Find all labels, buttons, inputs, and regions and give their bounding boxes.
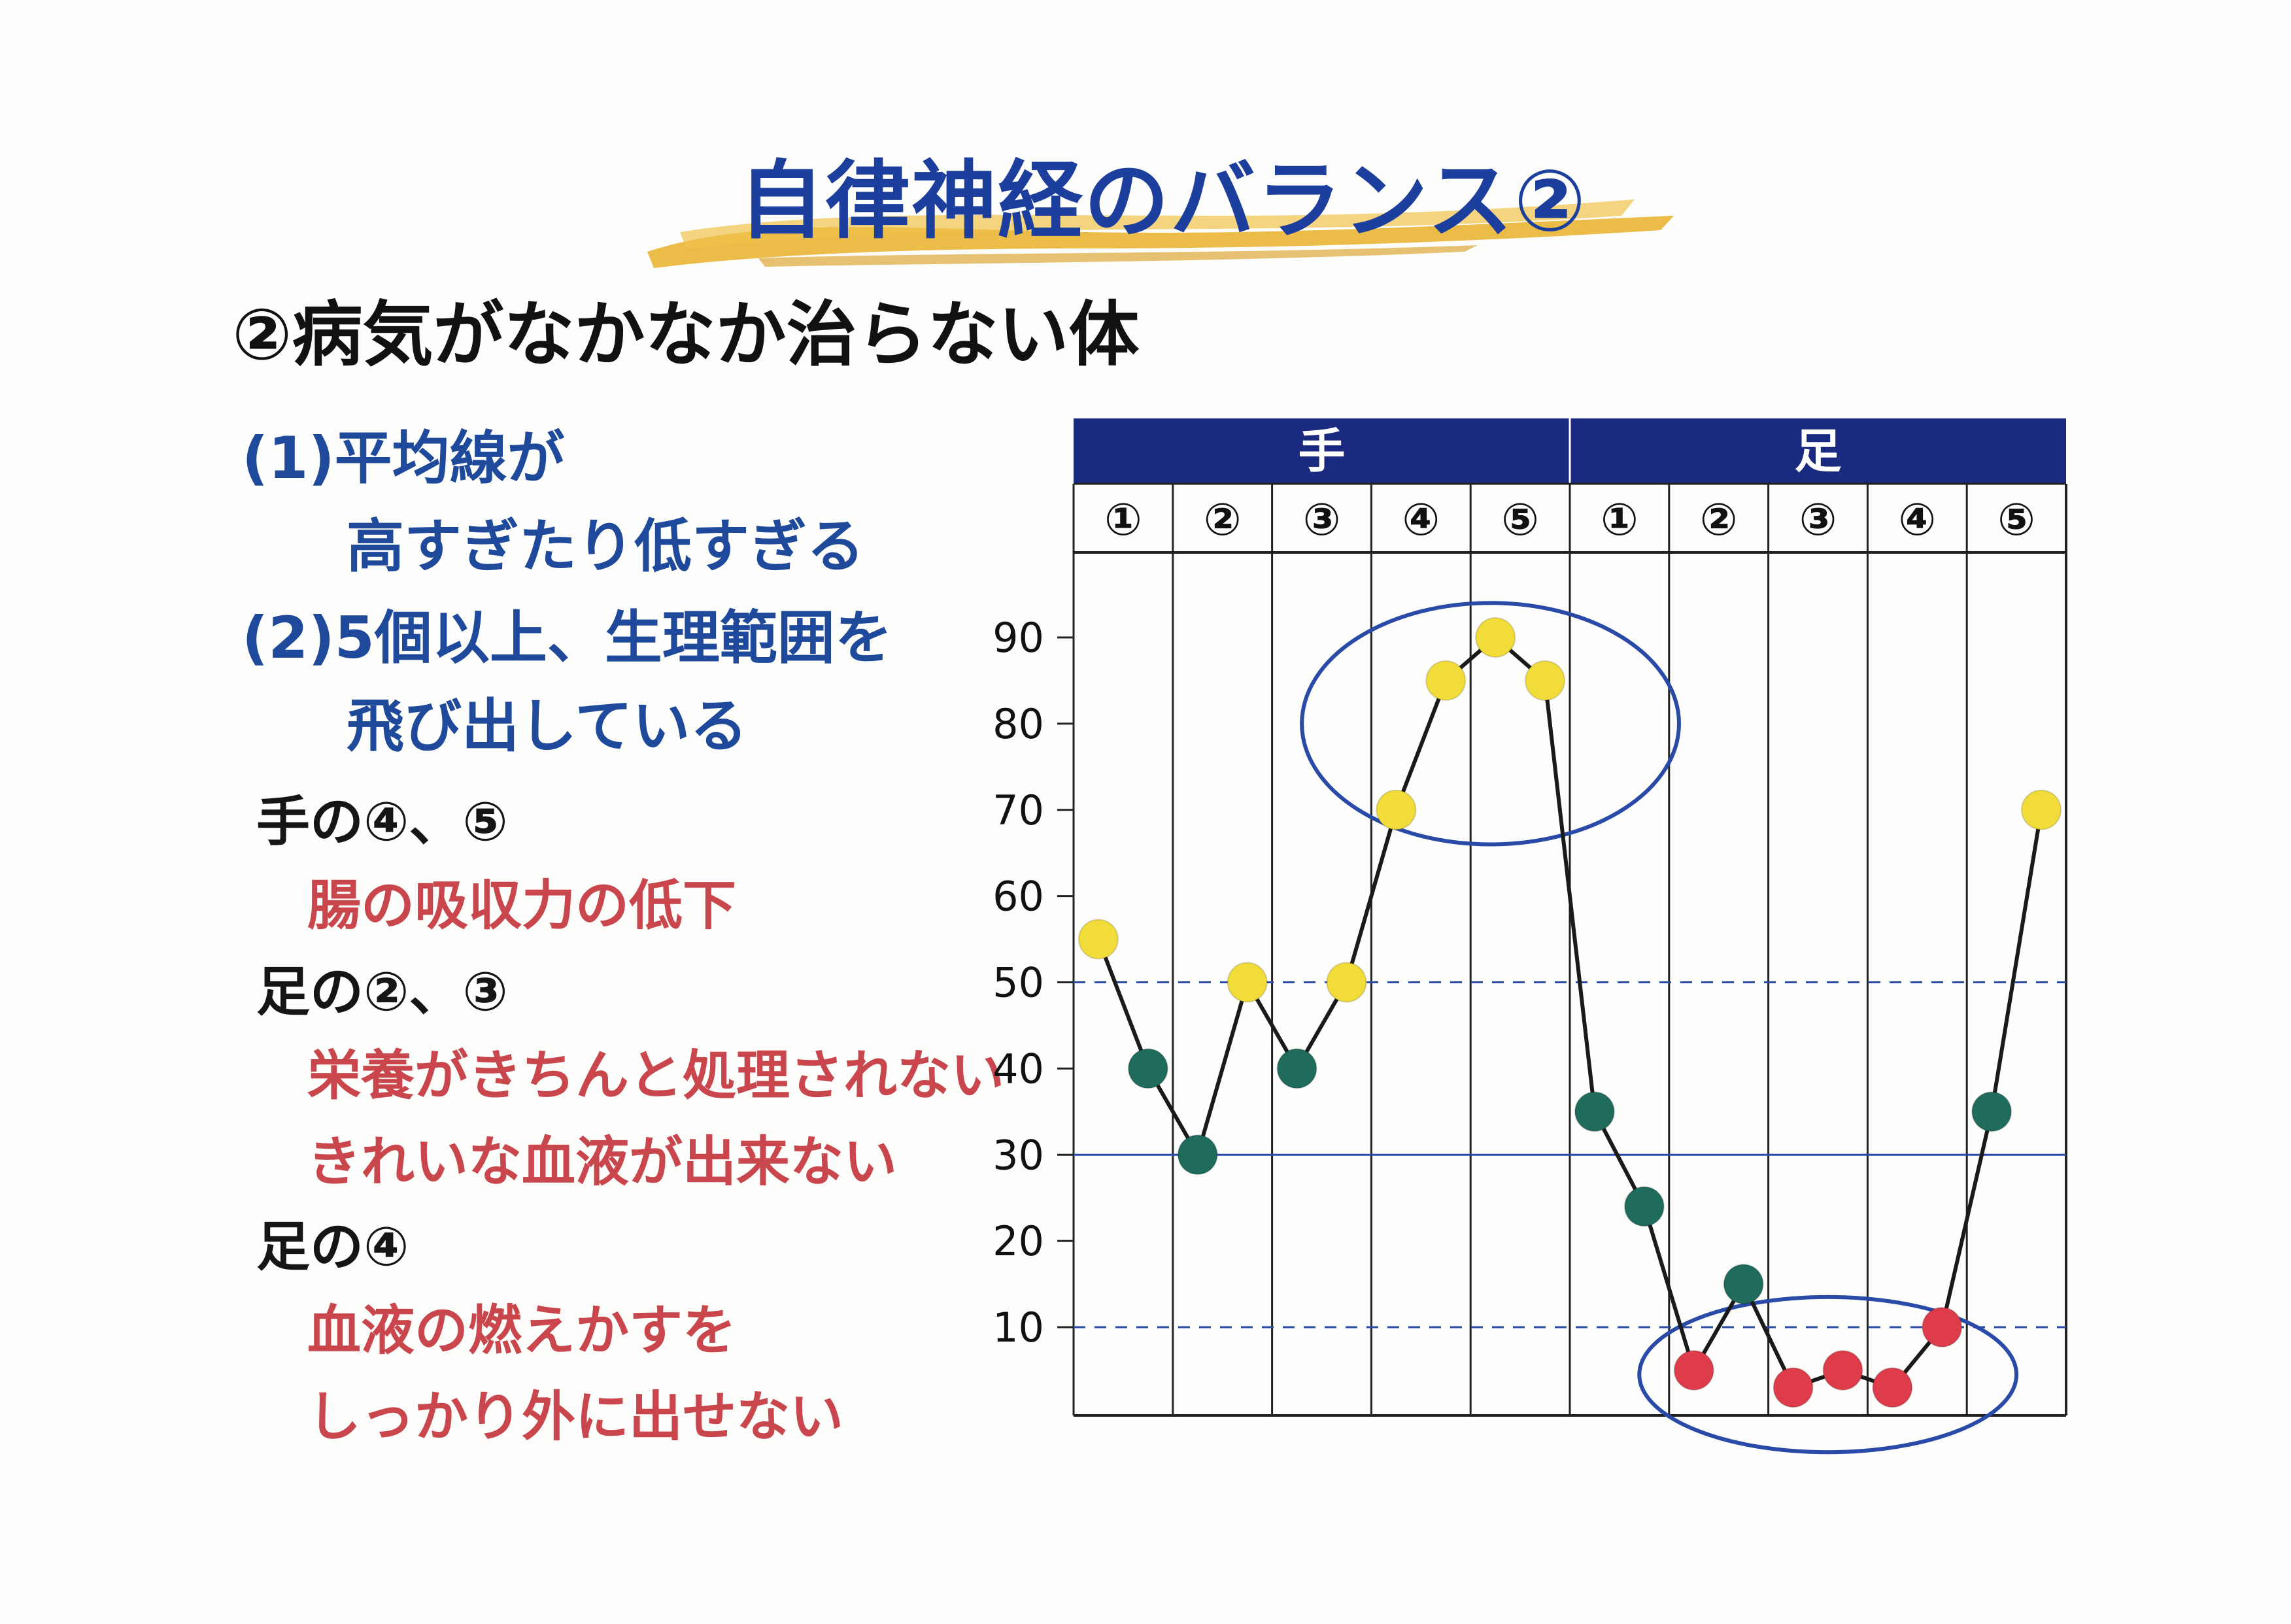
data-point <box>1673 1349 1714 1391</box>
column-label: ② <box>1204 494 1242 546</box>
y-tick-label: 60 <box>993 873 1044 921</box>
data-point <box>1525 660 1566 701</box>
data-point <box>1177 1134 1218 1176</box>
group-label: 足 <box>1794 424 1841 479</box>
foot-23-description-1: 栄養がきちんと処理されない <box>307 1045 1005 1107</box>
data-point <box>1922 1307 1963 1347</box>
note-2-line-1: (2)5個以上、生理範囲を <box>242 604 892 671</box>
y-tick-label: 40 <box>993 1045 1044 1092</box>
y-tick-label: 30 <box>993 1131 1044 1179</box>
hand-45-heading: 手の④、⑤ <box>256 791 508 853</box>
data-point <box>1326 962 1367 1003</box>
data-point <box>1574 1091 1615 1132</box>
data-point <box>1872 1367 1913 1408</box>
data-point <box>1773 1367 1814 1408</box>
column-label: ⑤ <box>1997 494 2035 546</box>
column-label: ③ <box>1799 494 1837 546</box>
y-tick-label: 10 <box>993 1304 1044 1351</box>
column-label: ④ <box>1899 494 1937 546</box>
y-tick-label: 80 <box>993 700 1044 748</box>
column-label: ① <box>1104 494 1142 546</box>
data-point <box>1127 1048 1168 1089</box>
note-1-line-2: 高すぎたり低すぎる <box>347 513 865 580</box>
data-point <box>1822 1349 1863 1391</box>
foot-4-description-2: しっかり外に出せない <box>307 1386 844 1448</box>
foot-23-heading: 足の②、③ <box>256 961 508 1023</box>
data-point <box>1723 1264 1764 1305</box>
data-point <box>1425 660 1467 701</box>
data-point <box>1376 789 1417 830</box>
note-2-line-2: 飛び出している <box>347 692 748 760</box>
column-label: ② <box>1700 494 1738 546</box>
foot-4-description-1: 血液の燃えかすを <box>307 1300 737 1362</box>
foot-23-description-2: きれいな血液が出来ない <box>307 1131 898 1193</box>
column-label: ③ <box>1303 494 1341 546</box>
y-tick-label: 50 <box>993 959 1044 1007</box>
column-label: ④ <box>1402 494 1440 546</box>
data-point <box>1623 1186 1665 1227</box>
data-point <box>1475 617 1516 658</box>
column-label: ① <box>1601 494 1638 546</box>
title-banner: 自律神経のバランス② <box>628 118 1700 275</box>
foot-4-heading: 足の④ <box>256 1216 409 1278</box>
y-tick-label: 70 <box>993 787 1044 834</box>
highlight-ellipse <box>1300 601 1681 847</box>
note-1-line-1: (1)平均線が <box>242 424 565 492</box>
y-tick-label: 90 <box>993 614 1044 662</box>
data-point <box>1971 1091 2012 1132</box>
page-title: 自律神経のバランス② <box>739 151 1587 250</box>
highlight-ellipse <box>1637 1294 2019 1455</box>
data-point <box>1227 962 1268 1003</box>
data-point <box>1276 1048 1317 1089</box>
column-label: ⑤ <box>1501 494 1539 546</box>
hand-45-description: 腸の吸収力の低下 <box>307 875 737 937</box>
page-subtitle: ②病気がなかなか治らない体 <box>232 294 1140 376</box>
data-point <box>1078 919 1119 960</box>
data-point <box>2021 789 2062 830</box>
group-label: 手 <box>1298 424 1345 479</box>
y-tick-label: 20 <box>993 1217 1044 1265</box>
brush-stroke <box>647 199 1674 268</box>
